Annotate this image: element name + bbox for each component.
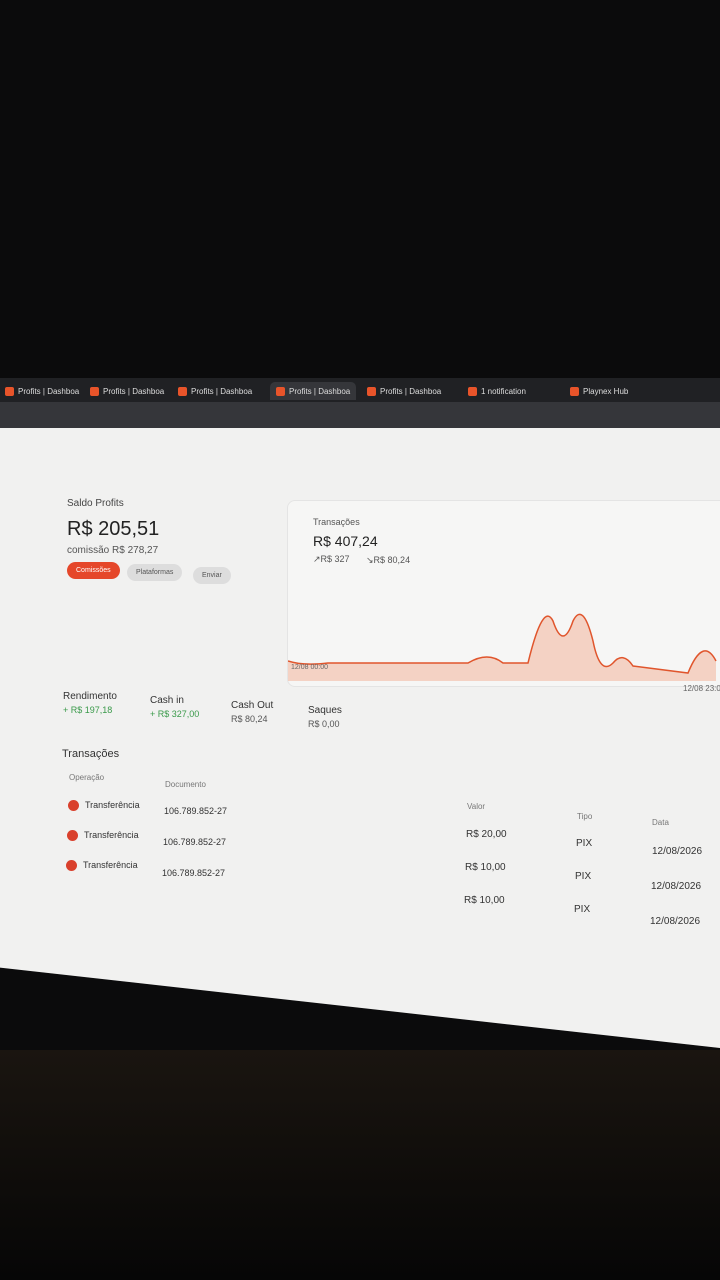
desk — [0, 1050, 720, 1280]
toolbar — [0, 402, 720, 428]
button[interactable]: Enviar — [193, 567, 231, 584]
browser-tab[interactable]: Profits | Dashboa — [178, 382, 252, 400]
cell: Transferência — [84, 830, 139, 840]
tab-title: Profits | Dashboa — [103, 386, 165, 396]
button[interactable]: Comissões — [67, 562, 120, 579]
status-icon — [67, 830, 78, 841]
cell: Transferência — [85, 800, 140, 810]
stat-label: Rendimento — [63, 691, 117, 702]
monitor: Profits | Dashboa Profits | Dashboa Profit… — [0, 378, 720, 1048]
tab-title: Profits | Dashboa — [191, 386, 253, 396]
browser-tab[interactable]: Profits | Dashboa — [367, 382, 441, 400]
table-title: Transações — [62, 748, 120, 760]
cell: R$ 10,00 — [465, 862, 506, 873]
cell: PIX — [574, 904, 591, 915]
stat-label: Cash in — [150, 695, 184, 706]
browser-tab[interactable]: Profits | Dashboa — [5, 382, 79, 400]
stat-value: + R$ 197,18 — [63, 705, 113, 715]
card-out: ↘R$ 80,24 — [366, 555, 411, 565]
column-header: Operação — [69, 773, 105, 782]
stat-label: Saques — [308, 705, 342, 716]
button[interactable]: Plataformas — [127, 564, 183, 581]
column-header: Documento — [165, 780, 206, 789]
cell: Transferência — [83, 860, 138, 870]
column-header: Valor — [467, 802, 486, 811]
tab-title: Playnex Hub — [583, 386, 629, 396]
cell: R$ 10,00 — [464, 895, 505, 906]
cell: 12/08/2026 — [651, 881, 702, 892]
sparkline — [288, 613, 717, 681]
stat-value: R$ 0,00 — [308, 719, 340, 729]
dashboard: Saldo Profits R$ 205,51 comissão R$ 278,… — [0, 428, 720, 1048]
browser-tab[interactable]: Profits | Dashboa — [270, 382, 357, 400]
browser-tab[interactable]: 1 notification — [468, 382, 526, 400]
chart-end: 12/08 23:0 — [683, 684, 720, 693]
tab-title: Profits | Dashboa — [380, 386, 442, 396]
cell: R$ 20,00 — [466, 829, 507, 840]
tab-title: Profits | Dashboa — [289, 386, 351, 396]
chart-start: 12/08 00:00 — [291, 664, 328, 671]
status-icon — [66, 860, 77, 871]
cell: 106.789.852-27 — [162, 868, 226, 878]
cell: 12/08/2026 — [650, 916, 701, 927]
balance-label: Saldo Profits — [67, 498, 124, 509]
tab-title: Profits | Dashboa — [18, 386, 80, 396]
card-in: ↗R$ 327 — [313, 554, 350, 564]
chart-card: Transações R$ 407,24 ↗R$ 327 ↘R$ 80,24 1… — [287, 500, 720, 693]
card-title: Transações — [313, 517, 360, 527]
card-total: R$ 407,24 — [313, 533, 378, 549]
status-icon — [68, 800, 79, 811]
commission: comissão R$ 278,27 — [67, 545, 159, 556]
stat-label: Cash Out — [231, 700, 274, 711]
cell: 12/08/2026 — [652, 846, 703, 857]
cell: 106.789.852-27 — [164, 806, 228, 816]
cell: PIX — [576, 838, 593, 849]
column-header: Data — [652, 818, 669, 827]
browser-tab[interactable]: Playnex Hub — [570, 382, 628, 400]
balance-value: R$ 205,51 — [67, 518, 160, 540]
browser-tab[interactable]: Profits | Dashboa — [90, 382, 164, 400]
cell: PIX — [575, 871, 592, 882]
stat-value: + R$ 327,00 — [150, 709, 200, 719]
stat-value: R$ 80,24 — [231, 714, 268, 724]
column-header: Tipo — [577, 812, 593, 821]
cell: 106.789.852-27 — [163, 837, 227, 847]
tab-title: 1 notification — [481, 386, 526, 396]
